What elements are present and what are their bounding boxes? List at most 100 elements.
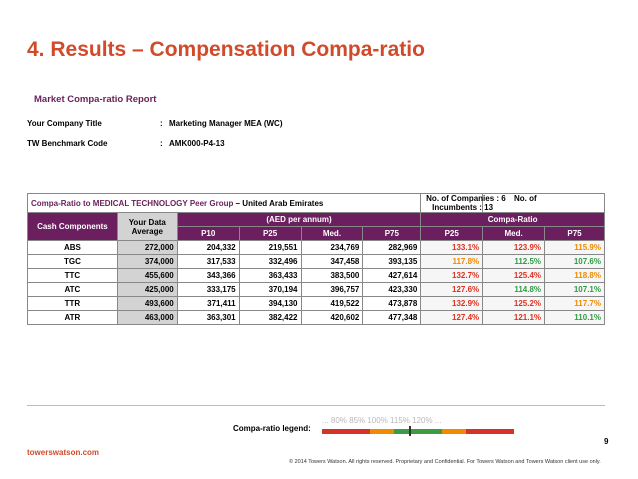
row-label: ATR <box>27 310 118 325</box>
table-body: ABS 272,000 204,332 219,551 234,769 282,969 13… <box>27 240 605 325</box>
med-value: 347,458 <box>300 254 364 269</box>
p10-value: 333,175 <box>176 282 240 297</box>
p25-value: 382,422 <box>238 310 302 325</box>
ratio-med-value: 123.9% <box>482 240 546 255</box>
your-data-value: 425,000 <box>116 282 178 297</box>
cash-components-header: Cash Components <box>27 212 118 241</box>
header-row-2: P10 P25 Med. P75 P25 Med. P75 <box>28 226 605 241</box>
your-data-value: 463,000 <box>116 310 178 325</box>
your-data-value: 455,600 <box>116 268 178 283</box>
no-incumbents: No. of Incumbents : 13 <box>432 194 537 212</box>
table-row: TTC 455,600 343,366 363,433 383,500 427,614 13… <box>27 268 605 283</box>
legend-label: Compa-ratio legend: <box>233 424 311 433</box>
benchmark-code-colon: : <box>160 139 163 148</box>
ratio-med-value: 112.5% <box>482 254 546 269</box>
ratio-p25-value: 127.4% <box>420 310 484 325</box>
p25-value: 363,433 <box>238 268 302 283</box>
col-med: Med. <box>300 226 364 241</box>
no-companies: No. of Companies : 6 <box>426 194 506 203</box>
col-p75: P75 <box>362 226 422 241</box>
row-label: TTR <box>27 296 118 311</box>
brand-link[interactable]: towerswatson.com <box>27 448 100 457</box>
col-ratio-p25: P25 <box>420 226 484 241</box>
row-label: TTC <box>27 268 118 283</box>
company-title-label: Your Company Title <box>27 119 102 128</box>
ratio-p25-value: 132.9% <box>420 296 484 311</box>
benchmark-code-value: AMK000-P4-13 <box>169 139 225 148</box>
legend-segment <box>442 429 466 434</box>
legend-segment <box>370 429 394 434</box>
company-title-value: Marketing Manager MEA (WC) <box>169 119 283 128</box>
med-value: 420,602 <box>300 310 364 325</box>
legend-segment <box>490 429 514 434</box>
legend-scale: ... 80% 85% 100% 115% 120% ... <box>322 416 442 425</box>
table-row: ABS 272,000 204,332 219,551 234,769 282,969 13… <box>27 240 605 255</box>
slide-title: 4. Results – Compensation Compa-ratio <box>27 38 425 61</box>
divider <box>27 405 605 406</box>
table-row: ATR 463,000 363,301 382,422 420,602 477,348 12… <box>27 310 605 325</box>
page-number: 9 <box>604 437 609 446</box>
peer-group-row: Compa-Ratio to MEDICAL TECHNOLOGY Peer G… <box>26 193 605 213</box>
ratio-med-value: 121.1% <box>482 310 546 325</box>
ratio-p25-value: 127.6% <box>420 282 484 297</box>
p75-value: 282,969 <box>362 240 422 255</box>
med-value: 396,757 <box>300 282 364 297</box>
med-value: 234,769 <box>300 240 364 255</box>
compa-ratio-legend: ... 80% 85% 100% 115% 120% ... <box>322 416 514 440</box>
p75-value: 427,614 <box>362 268 422 283</box>
ratio-p75-value: 117.7% <box>544 296 605 311</box>
col-ratio-p75: P75 <box>544 226 605 241</box>
p10-value: 317,533 <box>176 254 240 269</box>
ratio-med-value: 125.4% <box>482 268 546 283</box>
legend-segment <box>466 429 490 434</box>
p75-value: 473,878 <box>362 296 422 311</box>
p10-value: 371,411 <box>176 296 240 311</box>
report-title: Market Compa-ratio Report <box>34 94 157 105</box>
p75-value: 393,135 <box>362 254 422 269</box>
your-data-value: 493,600 <box>116 296 178 311</box>
table-row: TTR 493,600 371,411 394,130 419,522 473,878 13… <box>27 296 605 311</box>
p75-value: 477,348 <box>362 310 422 325</box>
med-value: 383,500 <box>300 268 364 283</box>
col-p10: P10 <box>176 226 240 241</box>
p25-value: 370,194 <box>238 282 302 297</box>
row-label: ABS <box>27 240 118 255</box>
ratio-p25-value: 117.8% <box>420 254 484 269</box>
benchmark-code-label: TW Benchmark Code <box>27 139 108 148</box>
row-label: ATC <box>27 282 118 297</box>
counts-cell: No. of Companies : 6 No. of Incumbents :… <box>426 193 605 213</box>
legend-segment <box>322 429 346 434</box>
p10-value: 363,301 <box>176 310 240 325</box>
ratio-p75-value: 107.1% <box>544 282 605 297</box>
legend-marker <box>409 426 411 436</box>
your-data-value: 272,000 <box>116 240 178 255</box>
ratio-p75-value: 107.6% <box>544 254 605 269</box>
compa-ratio-table: Compa-Ratio to MEDICAL TECHNOLOGY Peer G… <box>26 193 605 325</box>
col-p25: P25 <box>238 226 302 241</box>
p25-value: 332,496 <box>238 254 302 269</box>
ratio-med-value: 125.2% <box>482 296 546 311</box>
your-data-header: Your Data Average <box>116 212 178 241</box>
aed-header: (AED per annum) <box>176 212 422 227</box>
peer-group-label: Compa-Ratio to MEDICAL TECHNOLOGY Peer G… <box>31 198 234 208</box>
table-row: TGC 374,000 317,533 332,496 347,458 393,135 11… <box>27 254 605 269</box>
legend-segment <box>394 429 418 434</box>
ratio-p75-value: 110.1% <box>544 310 605 325</box>
table-row: ATC 425,000 333,175 370,194 396,757 423,330 12… <box>27 282 605 297</box>
med-value: 419,522 <box>300 296 364 311</box>
p25-value: 394,130 <box>238 296 302 311</box>
header-row-1: Cash Components Your Data Average (AED p… <box>27 212 605 241</box>
ratio-p75-value: 118.8% <box>544 268 605 283</box>
ratio-med-value: 114.8% <box>482 282 546 297</box>
legend-segment <box>418 429 442 434</box>
p75-value: 423,330 <box>362 282 422 297</box>
row-label: TGC <box>27 254 118 269</box>
p25-value: 219,551 <box>238 240 302 255</box>
legend-segment <box>346 429 370 434</box>
company-title-colon: : <box>160 119 163 128</box>
copyright-notice: © 2014 Towers Watson. All rights reserve… <box>289 459 601 465</box>
p10-value: 204,332 <box>176 240 240 255</box>
p10-value: 343,366 <box>176 268 240 283</box>
your-data-value: 374,000 <box>116 254 178 269</box>
ratio-p25-value: 133.1% <box>420 240 484 255</box>
